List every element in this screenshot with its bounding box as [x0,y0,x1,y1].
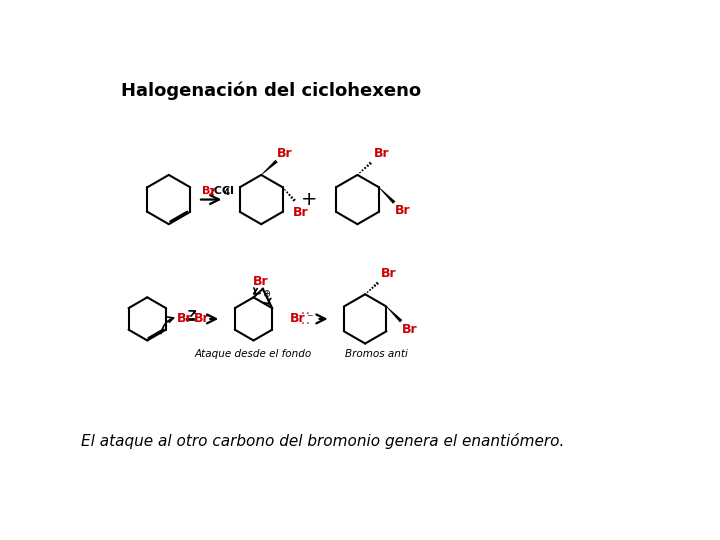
Text: ⊕: ⊕ [262,289,270,299]
Text: El ataque al otro carbono del bromonio genera el enantiómero.: El ataque al otro carbono del bromonio g… [81,433,564,449]
Text: Br: Br [253,275,269,288]
Text: Br: Br [202,186,216,195]
Text: Br: Br [402,323,418,336]
Text: Ataque desde el fondo: Ataque desde el fondo [195,348,312,359]
Text: Halogenación del ciclohexeno: Halogenación del ciclohexeno [121,82,421,100]
Text: Br: Br [374,147,390,160]
Text: +: + [301,190,318,209]
Text: Bromos anti: Bromos anti [346,348,408,359]
Polygon shape [261,160,278,175]
Text: Br: Br [395,204,410,217]
Polygon shape [386,306,402,322]
Text: Br: Br [289,313,305,326]
Text: Br: Br [277,147,293,160]
Text: ··: ·· [300,319,312,328]
Polygon shape [379,187,395,204]
Text: Br: Br [194,313,209,326]
Text: Br: Br [176,313,192,326]
Text: 2: 2 [209,188,215,197]
Text: Br: Br [293,206,309,219]
Text: ⁻: ⁻ [306,313,312,326]
Text: Br: Br [381,267,396,280]
Text: ··: ·· [300,309,312,319]
Text: 4: 4 [223,188,230,197]
Text: CCl: CCl [210,186,234,195]
